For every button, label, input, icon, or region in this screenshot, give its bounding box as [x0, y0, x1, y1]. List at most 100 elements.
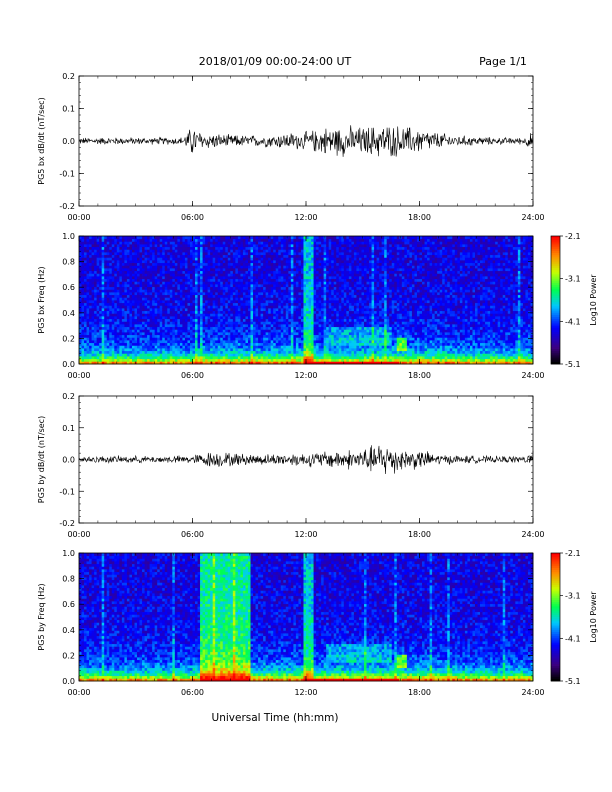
heatmap-cell — [189, 345, 193, 349]
heatmap-cell — [119, 332, 123, 336]
heatmap-cell — [159, 310, 163, 314]
heatmap-cell — [217, 238, 221, 242]
heatmap-cell — [273, 249, 277, 253]
heatmap-cell — [313, 260, 317, 264]
heatmap-cell — [227, 318, 231, 322]
heatmap-cell — [96, 284, 100, 288]
heatmap-cell — [230, 345, 234, 349]
heatmap-cell — [104, 286, 108, 290]
heatmap-cell — [247, 246, 251, 250]
heatmap-cell — [311, 316, 314, 320]
heatmap-cell — [101, 297, 105, 301]
heatmap-cell — [268, 286, 272, 290]
heatmap-cell — [313, 332, 317, 336]
heatmap-cell — [189, 236, 193, 240]
heatmap-cell — [174, 284, 178, 288]
heatmap-cell — [182, 270, 186, 274]
heatmap-cell — [86, 308, 90, 312]
heatmap-cell — [258, 321, 261, 325]
heatmap-cell — [177, 334, 181, 338]
heatmap-cell — [308, 302, 312, 306]
heatmap-cell — [318, 249, 322, 253]
heatmap-cell — [247, 281, 251, 285]
heatmap-cell — [200, 308, 203, 312]
heatmap-cell — [303, 254, 307, 258]
heatmap-cell — [326, 286, 330, 290]
heatmap-cell — [225, 246, 229, 250]
heatmap-cell — [290, 257, 294, 261]
heatmap-cell — [215, 356, 219, 360]
heatmap-cell — [147, 292, 151, 296]
heatmap-cell — [265, 350, 269, 354]
heatmap-cell — [89, 353, 93, 357]
heatmap-cell — [242, 300, 246, 304]
heatmap-cell — [326, 244, 330, 248]
heatmap-cell — [275, 310, 279, 314]
heatmap-cell — [119, 305, 123, 309]
heatmap-cell — [81, 353, 85, 357]
heatmap-cell — [250, 249, 254, 253]
heatmap-cell — [288, 361, 292, 365]
heatmap-cell — [253, 289, 256, 293]
heatmap-cell — [197, 273, 201, 277]
heatmap-cell — [215, 348, 219, 352]
heatmap-cell — [316, 252, 320, 256]
heatmap-cell — [187, 324, 191, 328]
heatmap-cell — [268, 345, 272, 349]
heatmap-cell — [154, 286, 158, 290]
heatmap-cell — [273, 324, 277, 328]
heatmap-cell — [311, 268, 314, 272]
heatmap-cell — [260, 270, 264, 274]
heatmap-cell — [311, 284, 314, 288]
heatmap-cell — [242, 257, 246, 261]
heatmap-cell — [295, 361, 299, 365]
heatmap-cell — [162, 281, 166, 285]
heatmap-cell — [187, 257, 191, 261]
heatmap-cell — [220, 238, 224, 242]
heatmap-cell — [300, 241, 304, 245]
heatmap-cell — [89, 310, 93, 314]
heatmap-cell — [242, 276, 246, 280]
heatmap-cell — [187, 305, 191, 309]
heatmap-cell — [111, 350, 115, 354]
heatmap-cell — [134, 324, 138, 328]
heatmap-cell — [270, 342, 274, 346]
heatmap-cell — [149, 257, 153, 261]
heatmap-cell — [184, 321, 188, 325]
heatmap-cell — [283, 305, 287, 309]
heatmap-cell — [101, 321, 105, 325]
heatmap-cell — [177, 254, 181, 258]
heatmap-cell — [147, 358, 151, 362]
heatmap-cell — [129, 358, 133, 362]
heatmap-cell — [147, 361, 151, 365]
heatmap-cell — [285, 334, 289, 338]
heatmap-cell — [202, 236, 206, 240]
heatmap-cell — [217, 361, 221, 365]
heatmap-cell — [111, 302, 115, 306]
heatmap-cell — [260, 310, 264, 314]
heatmap-cell — [275, 294, 279, 298]
heatmap-cell — [328, 238, 332, 242]
heatmap-cell — [225, 305, 229, 309]
heatmap-cell — [139, 316, 143, 320]
heatmap-cell — [321, 348, 325, 352]
heatmap-cell — [225, 281, 229, 285]
heatmap-cell — [268, 302, 272, 306]
heatmap-cell — [134, 260, 138, 264]
heatmap-cell — [237, 252, 241, 256]
heatmap-cell — [222, 326, 226, 330]
heatmap-cell — [134, 340, 138, 344]
heatmap-cell — [308, 273, 312, 277]
heatmap-cell — [177, 241, 181, 245]
heatmap-cell — [290, 345, 294, 349]
heatmap-cell — [222, 284, 226, 288]
heatmap-cell — [225, 262, 229, 266]
heatmap-cell — [167, 297, 171, 301]
heatmap-cell — [245, 329, 249, 333]
heatmap-cell — [316, 297, 320, 301]
heatmap-cell — [222, 337, 226, 341]
heatmap-cell — [89, 284, 93, 288]
heatmap-cell — [172, 257, 176, 261]
heatmap-cell — [326, 246, 330, 250]
heatmap-cell — [86, 334, 90, 338]
